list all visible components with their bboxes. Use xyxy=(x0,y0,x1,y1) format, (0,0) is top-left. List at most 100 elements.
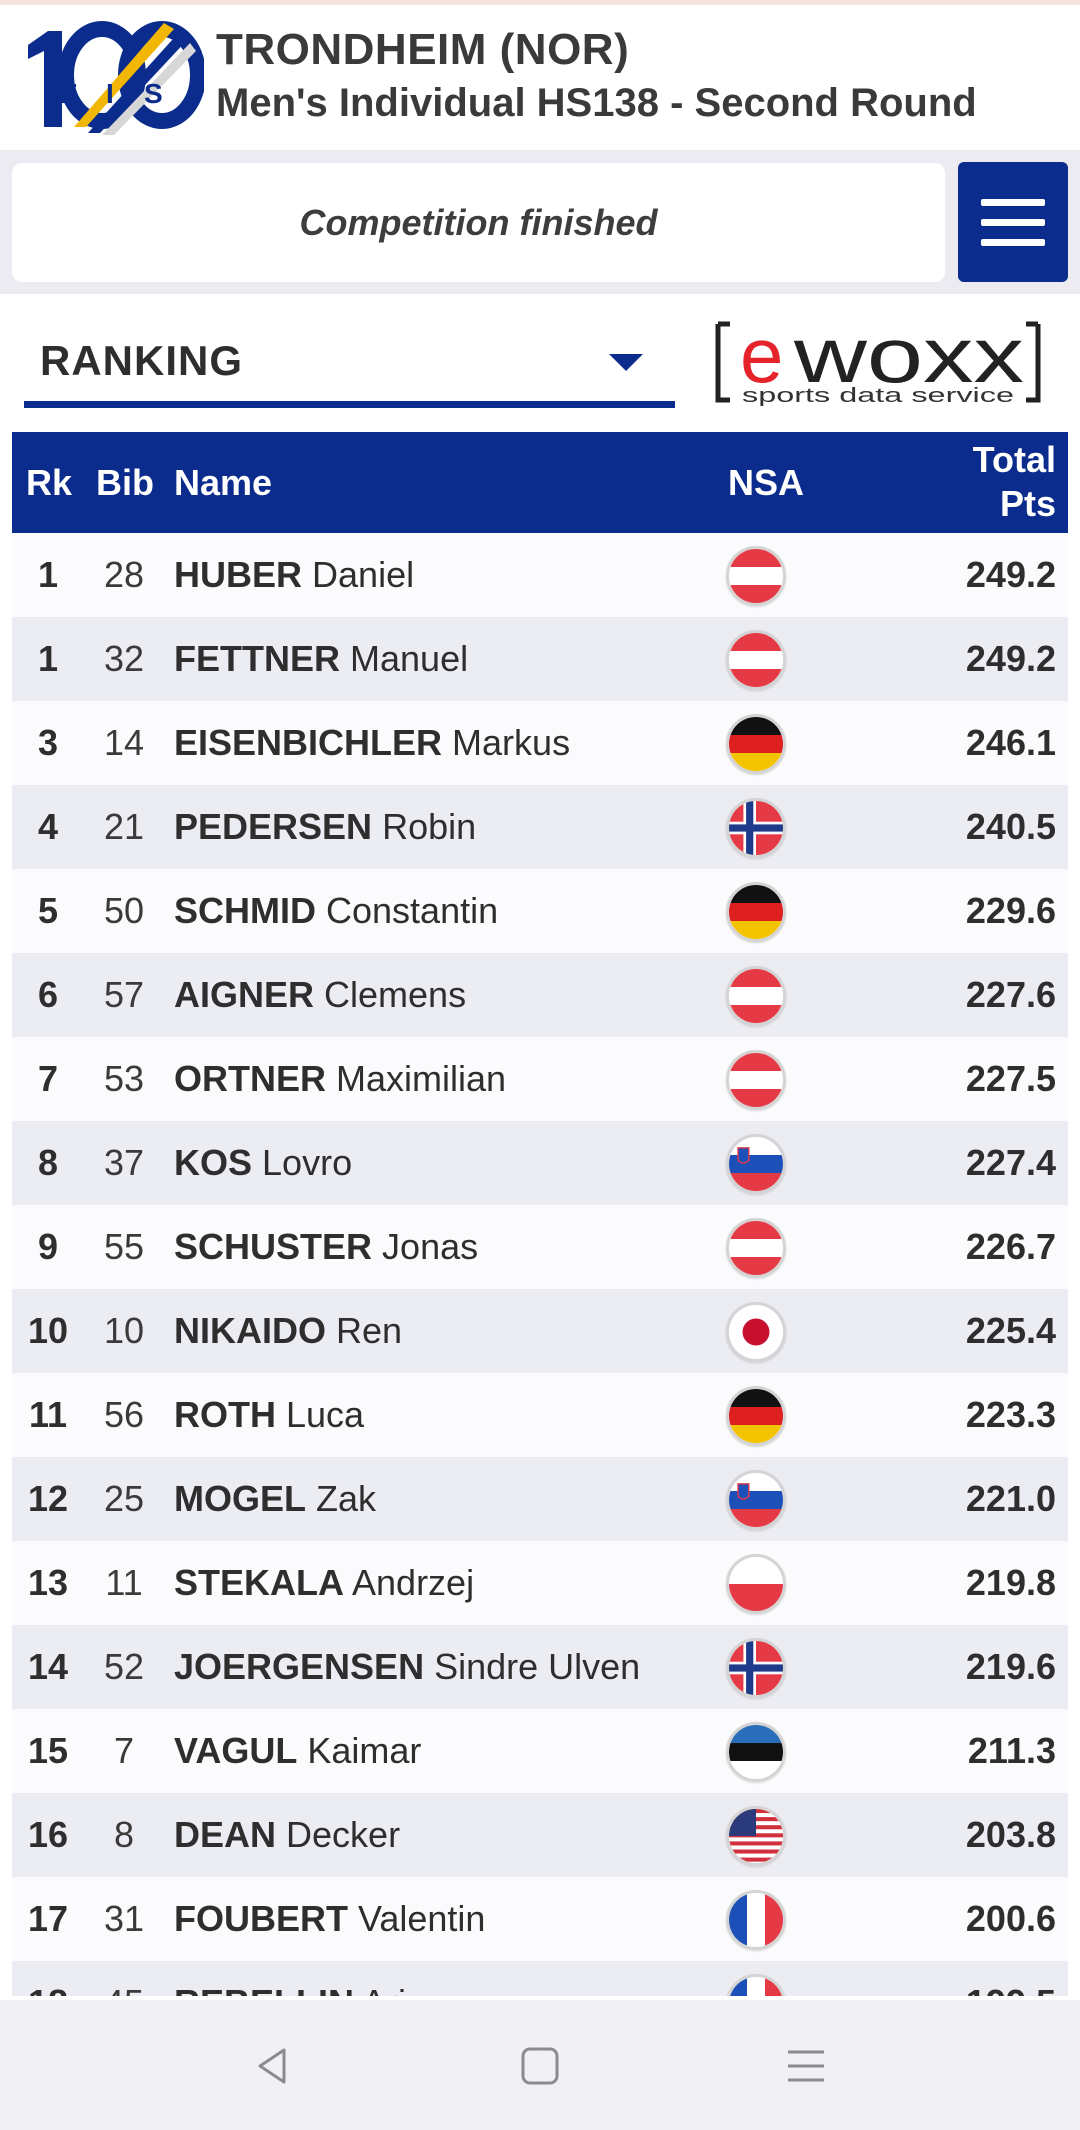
athlete-name-cell[interactable]: JOERGENSEN Sindre Ulven xyxy=(174,1625,640,1709)
fis-100-logo[interactable]: F I S xyxy=(14,15,206,135)
home-square-icon[interactable] xyxy=(518,2044,562,2088)
athlete-name-cell[interactable]: AIGNER Clemens xyxy=(174,953,466,1037)
app-header: F I S TRONDHEIM (NOR) Men's Individual H… xyxy=(0,5,1080,150)
table-row[interactable]: 3 14 EISENBICHLER Markus 246.1 xyxy=(12,701,1068,785)
athlete-first-name: Robin xyxy=(382,806,477,847)
bib-cell: 25 xyxy=(103,1478,145,1519)
bib-cell: 14 xyxy=(103,722,145,763)
athlete-name-cell[interactable]: STEKALA Andrzej xyxy=(174,1541,474,1625)
athlete-first-name: Lovro xyxy=(262,1142,353,1183)
ewoxx-tagline: sports data service xyxy=(742,385,1014,407)
rank-cell: 4 xyxy=(37,806,59,847)
hamburger-menu-icon xyxy=(981,198,1045,206)
table-row[interactable]: 6 57 AIGNER Clemens 227.6 xyxy=(12,953,1068,1037)
nsa-flag-usa-icon xyxy=(726,1806,786,1866)
athlete-name-cell[interactable]: EISENBICHLER Markus xyxy=(174,701,570,785)
athlete-last-name: KOS xyxy=(174,1142,253,1183)
athlete-last-name: FOUBERT xyxy=(174,1898,348,1939)
athlete-first-name: Kaimar xyxy=(307,1730,422,1771)
table-row[interactable]: 5 50 SCHMID Constantin 229.6 xyxy=(12,869,1068,953)
athlete-last-name: JOERGENSEN xyxy=(174,1646,425,1687)
table-row[interactable]: 9 55 SCHUSTER Jonas 226.7 xyxy=(12,1205,1068,1289)
table-row[interactable]: 1 28 HUBER Daniel 249.2 xyxy=(12,533,1068,617)
total-points-cell: 249.2 xyxy=(965,554,1056,595)
athlete-name-cell[interactable]: REBELLIN Ari xyxy=(174,1961,406,1996)
rank-cell: 15 xyxy=(27,1730,69,1771)
athlete-name-cell[interactable]: DEAN Decker xyxy=(174,1793,400,1877)
table-row[interactable]: 1 32 FETTNER Manuel 249.2 xyxy=(12,617,1068,701)
total-points-cell: 226.7 xyxy=(965,1226,1056,1267)
hamburger-menu-icon xyxy=(981,238,1045,246)
athlete-last-name: SCHMID xyxy=(174,890,316,931)
col-nsa-header[interactable]: NSA xyxy=(728,462,805,503)
total-points-cell: 225.4 xyxy=(965,1310,1056,1351)
athlete-first-name: Constantin xyxy=(326,890,499,931)
athlete-name-cell[interactable]: PEDERSEN Robin xyxy=(174,785,476,869)
bib-cell: 37 xyxy=(103,1142,145,1183)
recents-menu-icon[interactable] xyxy=(784,2044,828,2088)
nsa-flag-slo-icon xyxy=(726,1134,786,1194)
athlete-name-cell[interactable]: MOGEL Zak xyxy=(174,1457,376,1541)
total-points-cell: 229.6 xyxy=(965,890,1056,931)
bib-cell: 56 xyxy=(103,1394,145,1435)
table-row[interactable]: 17 31 FOUBERT Valentin 200.6 xyxy=(12,1877,1068,1961)
event-subtitle: Men's Individual HS138 - Second Round xyxy=(216,81,977,125)
nsa-flag-ger-icon xyxy=(726,882,786,942)
nsa-flag-nor-icon xyxy=(726,798,786,858)
athlete-name-cell[interactable]: SCHUSTER Jonas xyxy=(174,1205,478,1289)
table-row[interactable]: 11 56 ROTH Luca 223.3 xyxy=(12,1373,1068,1457)
rank-cell: 1 xyxy=(37,638,59,679)
table-row[interactable]: 12 25 MOGEL Zak 221.0 xyxy=(12,1457,1068,1541)
ranking-dropdown-value: RANKING xyxy=(40,336,243,384)
athlete-last-name: ORTNER xyxy=(174,1058,326,1099)
nsa-flag-fra-icon xyxy=(726,1974,786,1996)
total-points-cell: 200.6 xyxy=(965,1898,1056,1939)
athlete-name-cell[interactable]: ORTNER Maximilian xyxy=(174,1037,506,1121)
table-row[interactable]: 13 11 STEKALA Andrzej 219.8 xyxy=(12,1541,1068,1625)
athlete-name-cell[interactable]: NIKAIDO Ren xyxy=(174,1289,402,1373)
athlete-first-name: Daniel xyxy=(312,554,415,595)
nsa-flag-aut-icon xyxy=(726,1050,786,1110)
nsa-flag-est-icon xyxy=(726,1722,786,1782)
hamburger-menu-button[interactable] xyxy=(958,162,1068,282)
table-row[interactable]: 15 7 VAGUL Kaimar 211.3 xyxy=(12,1709,1068,1793)
caret-down-icon xyxy=(609,354,643,371)
athlete-name-cell[interactable]: SCHMID Constantin xyxy=(174,869,498,953)
ranking-dropdown[interactable]: RANKING xyxy=(24,320,675,408)
col-total-pts-header[interactable]: Total Pts xyxy=(973,438,1056,526)
table-header: Rk Bib Name NSA Total Pts xyxy=(12,432,1068,533)
col-name-header[interactable]: Name xyxy=(174,462,273,503)
athlete-name-cell[interactable]: VAGUL Kaimar xyxy=(174,1709,421,1793)
table-row[interactable]: 10 10 NIKAIDO Ren 225.4 xyxy=(12,1289,1068,1373)
table-row[interactable]: 16 8 DEAN Decker 203.8 xyxy=(12,1793,1068,1877)
bib-cell: 7 xyxy=(113,1730,135,1771)
back-triangle-icon[interactable] xyxy=(250,2044,294,2088)
table-row[interactable]: 1845 REBELLIN Ari 199.5 xyxy=(12,1961,1068,1996)
athlete-last-name: FETTNER xyxy=(174,638,340,679)
nsa-flag-aut-icon xyxy=(726,630,786,690)
col-rank-header[interactable]: Rk xyxy=(26,462,73,503)
athlete-name-cell[interactable]: FOUBERT Valentin xyxy=(174,1877,485,1961)
athlete-name-cell[interactable]: KOS Lovro xyxy=(174,1121,352,1205)
nsa-flag-ger-icon xyxy=(726,1386,786,1446)
bib-cell: 52 xyxy=(103,1646,145,1687)
svg-text:S: S xyxy=(144,78,163,109)
total-points-cell: 227.4 xyxy=(965,1142,1056,1183)
bib-cell: 11 xyxy=(105,1562,143,1603)
athlete-first-name: Sindre Ulven xyxy=(434,1646,641,1687)
athlete-name-cell[interactable]: FETTNER Manuel xyxy=(174,617,468,701)
athlete-first-name: Maximilian xyxy=(336,1058,507,1099)
bib-cell: 8 xyxy=(113,1814,135,1855)
nsa-flag-jpn-icon xyxy=(726,1302,786,1362)
table-row[interactable]: 8 37 KOS Lovro 227.4 xyxy=(12,1121,1068,1205)
total-points-cell: 199.5 xyxy=(966,1961,1056,1996)
athlete-name-cell[interactable]: ROTH Luca xyxy=(174,1373,364,1457)
athlete-name-cell[interactable]: HUBER Daniel xyxy=(174,533,414,617)
col-bib-header[interactable]: Bib xyxy=(96,462,154,503)
rank-cell: 3 xyxy=(37,722,59,763)
rank-cell: 7 xyxy=(37,1058,59,1099)
status-strip xyxy=(0,0,1080,5)
table-row[interactable]: 7 53 ORTNER Maximilian 227.5 xyxy=(12,1037,1068,1121)
table-row[interactable]: 4 21 PEDERSEN Robin 240.5 xyxy=(12,785,1068,869)
table-row[interactable]: 14 52 JOERGENSEN Sindre Ulven 219.6 xyxy=(12,1625,1068,1709)
